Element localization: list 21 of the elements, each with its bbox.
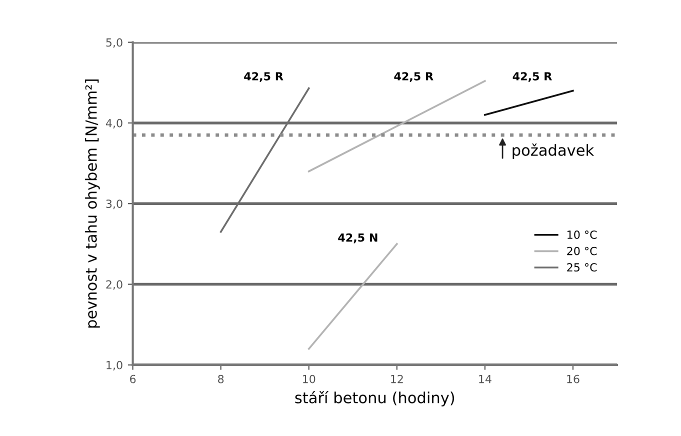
x-tick-label: 12 [391,374,403,384]
x-axis-title: stáří betonu (hodiny) [295,390,454,406]
x-tick-label: 16 [567,374,580,384]
legend-label: 10 °C [568,230,597,239]
y-tick-label: 1,0 [106,360,122,370]
y-tick-label: 5,0 [106,38,122,48]
y-axis-title: pevnost v tahu ohybem [N/mm²] [85,80,100,328]
annotation: 42,5 N [338,233,378,244]
annotation: 42,5 R [512,72,552,82]
x-tick-label: 10 [303,374,316,384]
legend-label: 20 °C [567,246,597,256]
x-tick-label: 14 [479,374,492,384]
annotation: 42,5 R [244,72,284,82]
legend-label: 25 °C [567,263,597,272]
x-tick-label: 8 [218,374,224,384]
y-tick-label: 2,0 [106,280,122,290]
x-tick-label: 6 [130,374,136,384]
y-tick-label: 3,0 [106,200,122,210]
annotation: 42,5 R [394,72,434,82]
annotation: požadavek [512,143,594,159]
y-tick-label: 4,0 [106,118,122,128]
